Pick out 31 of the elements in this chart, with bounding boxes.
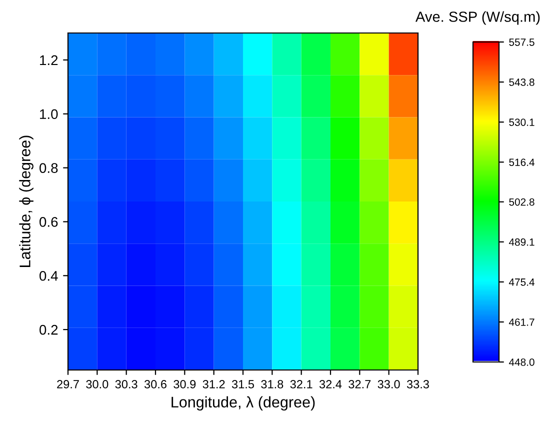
color-bar-label: 475.4: [508, 278, 534, 286]
color-bar-label: 502.8: [509, 198, 534, 206]
color-bar-label: 461.7: [508, 318, 534, 326]
x-tick-label: 31.8: [261, 380, 284, 388]
x-tick-label: 29.7: [57, 380, 79, 388]
x-axis-title: Longitude, λ (degree): [172, 396, 315, 411]
color-bar-label: 557.5: [509, 38, 534, 46]
y-tick-label: 0.4: [40, 270, 58, 281]
color-bar-label: 516.4: [509, 158, 534, 166]
x-tick-label: 30.3: [115, 380, 138, 388]
x-tick-label: 30.0: [86, 380, 108, 388]
x-tick-label: 32.1: [290, 380, 312, 388]
x-tick-label: 31.5: [232, 380, 254, 388]
color-bar-label: 530.1: [509, 118, 534, 126]
y-tick-label: 0.6: [40, 217, 58, 227]
color-bar-title: Ave. SSP (W/sq.m): [415, 11, 540, 25]
color-bar-label: 448.0: [508, 358, 534, 366]
y-tick-label: 1.0: [40, 109, 58, 120]
x-tick-label: 33.3: [406, 380, 429, 388]
x-tick-label: 33.0: [378, 380, 400, 388]
color-bar-label: 543.8: [509, 78, 534, 86]
x-tick-label: 32.7: [348, 380, 371, 388]
color-bar-label: 489.1: [508, 238, 534, 246]
y-tick-label: 1.2: [40, 55, 58, 65]
x-tick-label: 30.6: [144, 380, 166, 388]
x-tick-label: 32.4: [319, 380, 342, 388]
x-tick-label: 31.2: [202, 380, 225, 388]
y-tick-label: 0.8: [40, 163, 58, 173]
y-axis-title: Latitude, ϕ (degree): [19, 136, 34, 267]
x-tick-label: 30.9: [174, 380, 196, 388]
y-tick-label: 0.2: [40, 324, 58, 335]
